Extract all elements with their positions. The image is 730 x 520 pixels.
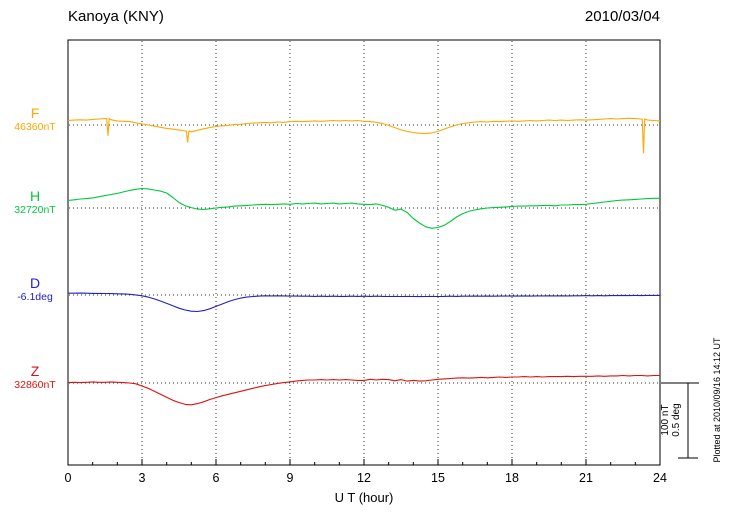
trace-D: [68, 292, 660, 313]
series-letter-Z: Z: [30, 363, 40, 379]
series-baseline-value-H: 32720nT: [14, 204, 56, 217]
x-tick-label-24: 24: [653, 471, 667, 485]
plot-date: 2010/03/04: [584, 8, 660, 25]
x-tick-label-18: 18: [505, 471, 519, 485]
x-tick-label-3: 3: [139, 471, 146, 485]
series-baseline-value-D: -6.1deg: [17, 291, 53, 304]
series-letter-F: F: [30, 105, 40, 121]
x-tick-label-6: 6: [213, 471, 220, 485]
series-baseline-value-F: 46360nT: [14, 121, 56, 134]
series-baseline-value-Z: 32860nT: [14, 379, 56, 392]
x-axis-title: U T (hour): [334, 490, 394, 505]
series-letter-D: D: [29, 275, 41, 291]
x-tick-label-9: 9: [287, 471, 294, 485]
series-label-F: F 46360nT: [6, 105, 64, 133]
series-label-H: H 32720nT: [6, 188, 64, 216]
series-label-Z: Z 32860nT: [6, 363, 64, 391]
plotted-at-text: Plotted at 2010/09/16 14:12 UT: [712, 337, 722, 463]
scale-label-nt: 100 nT: [660, 404, 671, 435]
x-tick-label-0: 0: [65, 471, 72, 485]
scale-label-deg: 0.5 deg: [671, 403, 682, 436]
x-tick-label-21: 21: [579, 471, 593, 485]
trace-F: [67, 117, 661, 154]
series-letter-H: H: [29, 188, 41, 204]
x-tick-label-15: 15: [431, 471, 445, 485]
series-label-D: D -6.1deg: [6, 275, 64, 303]
trace-H: [67, 187, 660, 229]
station-title: Kanoya (KNY): [68, 8, 164, 25]
x-tick-label-12: 12: [357, 471, 371, 485]
trace-Z: [67, 374, 660, 406]
